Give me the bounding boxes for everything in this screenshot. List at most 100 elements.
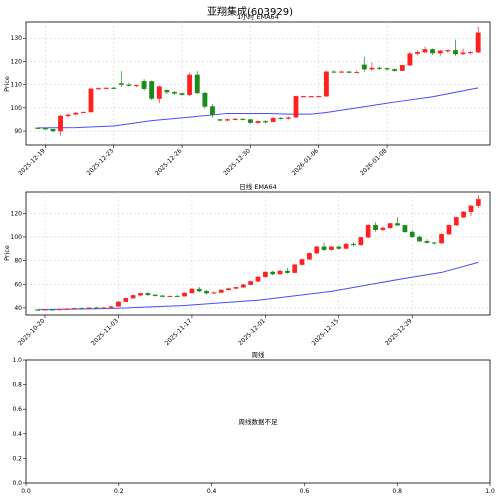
hourly-candle [50,128,56,133]
hourly-candle-body [270,117,276,122]
weekly-y-tick-label: 0.4 [12,431,22,438]
daily-candle-body [446,224,452,235]
hourly-y-tick-label: 90 [14,128,22,135]
daily-candle-body [402,225,408,233]
daily-candle-body [35,309,41,311]
hourly-candle-body [468,52,474,54]
hourly-candle-body [308,96,314,98]
hourly-candle [187,72,193,97]
daily-candle [461,211,466,219]
daily-candle [50,309,55,311]
figure-title: 亚翔集成(603929) [207,7,293,18]
hourly-candle [149,80,155,100]
daily-candle-body [226,288,231,291]
hourly-candle [377,66,382,70]
hourly-candle [126,82,132,87]
hourly-candle-body [156,86,162,99]
hourly-candle [392,68,398,72]
daily-candle [307,252,312,260]
hourly-candle-body [35,127,41,129]
hourly-candle-body [96,88,101,90]
daily-candle-body [351,243,356,246]
hourly-candle-body [361,64,367,70]
hourly-candle [225,118,231,122]
daily-candle-body [431,242,437,244]
daily-candle [204,290,209,295]
daily-ema-line [37,261,479,311]
hourly-candle [407,52,413,67]
daily-candle-body [167,295,173,298]
hourly-candle-body [460,52,466,55]
weekly-no-data-message: 周线数据不足 [239,417,279,426]
daily-candle-body [72,307,77,310]
hourly-candle-body [323,71,329,97]
hourly-candle [346,70,352,74]
hourly-candle-body [65,114,71,117]
hourly-candle [179,92,185,96]
daily-candle [108,306,114,308]
hourly-candle [156,85,162,104]
daily-candle [64,308,70,310]
daily-candle [42,309,48,311]
daily-candle-body [196,288,202,292]
hourly-x-tick-label: 2026-01-06 [291,147,321,177]
daily-candle-body [417,236,422,242]
hourly-candle [58,114,64,136]
daily-candle-body [116,301,121,307]
hourly-candle-body [58,115,64,132]
hourly-candle [42,127,48,130]
daily-candle-body [475,199,481,206]
hourly-candle-body [452,50,458,55]
daily-y-tick-label: 120 [11,210,23,217]
hourly-candle [202,92,208,109]
weekly-y-tick-label: 0.2 [12,455,22,462]
hourly-candle [141,79,147,91]
daily-x-tick-label: 2025-10-20 [17,317,47,347]
daily-candle-body [152,294,158,296]
hourly-candle [65,113,71,118]
daily-x-tick-label: 2025-11-03 [90,317,120,347]
daily-candle-body [424,241,430,243]
daily-candle [240,284,246,288]
hourly-candle-body [445,50,451,52]
daily-candle-body [343,243,349,249]
daily-candle-body [336,246,342,249]
daily-candle-body [409,231,415,238]
hourly-x-tick-label: 2025-12-23 [86,147,116,177]
daily-candle [285,268,290,274]
weekly-chart-title: 周线 [252,350,266,359]
weekly-x-tick-label: 0.0 [21,488,31,495]
hourly-candle [285,116,291,120]
daily-candle [431,241,437,245]
hourly-candle-body [247,119,253,123]
hourly-x-tick-label: 2026-01-08 [359,147,389,177]
hourly-candle [331,70,337,74]
daily-candle-body [439,233,444,244]
hourly-candle-body [103,87,109,89]
hourly-candle [415,50,420,56]
hourly-candle-body [80,111,86,113]
hourly-candle [301,95,306,98]
weekly-x-tick-label: 0.8 [392,488,402,495]
hourly-y-tick-label: 100 [11,105,23,112]
hourly-candle-body [278,117,284,120]
hourly-candle-body [217,119,223,121]
daily-candle-body [461,211,466,218]
hourly-candle-body [285,117,291,119]
hourly-candle [452,39,458,56]
hourly-candle [354,70,360,74]
daily-candle-body [395,223,400,226]
daily-candle-body [138,293,143,296]
hourly-candle-body [42,128,48,130]
hourly-candle [88,87,94,113]
hourly-candle-body [475,32,481,53]
daily-candle [233,286,239,290]
hourly-candle [73,112,79,116]
hourly-candle [323,70,329,97]
daily-y-tick-label: 80 [14,258,22,265]
hourly-candle-body [134,84,139,87]
hourly-candle [164,89,170,94]
weekly-y-tick-label: 0.6 [12,406,22,413]
daily-candle-body [204,290,209,294]
